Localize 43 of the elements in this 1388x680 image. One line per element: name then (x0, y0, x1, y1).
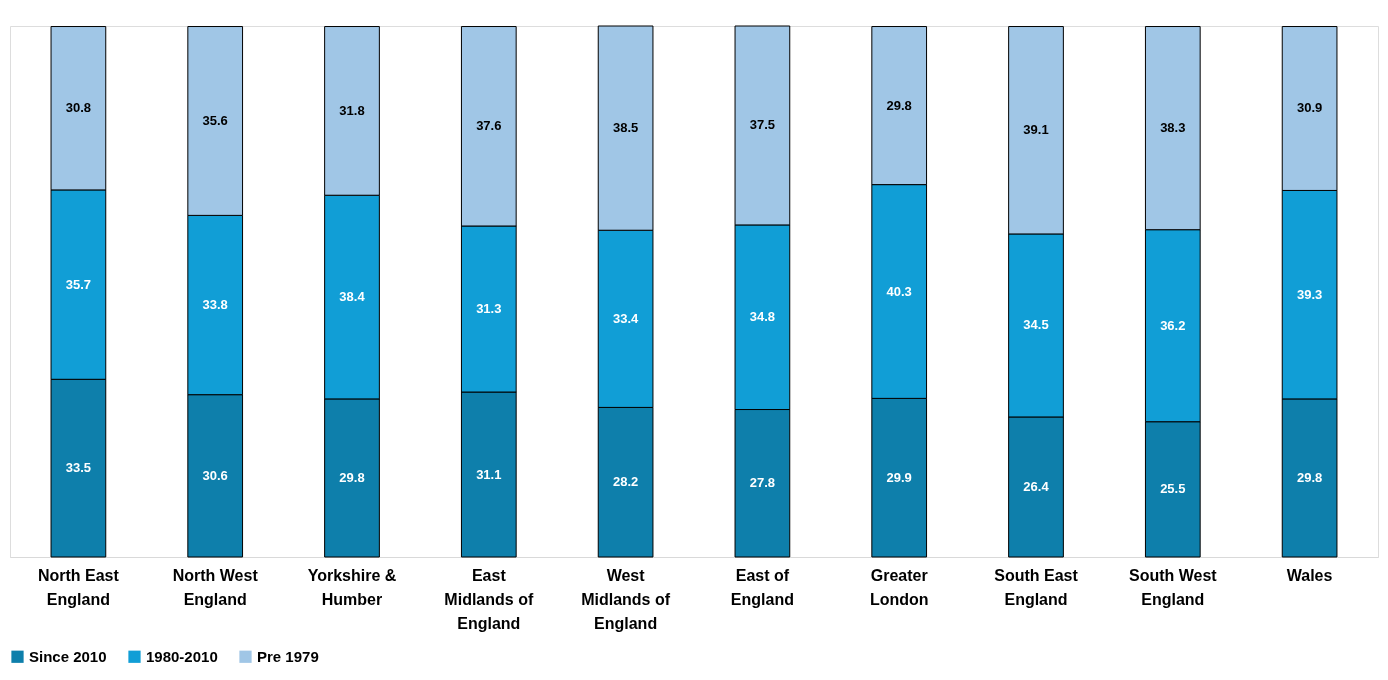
legend-label: Pre 1979 (257, 647, 319, 665)
data-label: 33.8 (202, 297, 228, 313)
data-label: 38.5 (612, 120, 639, 136)
legend-label: 1980-2010 (146, 647, 218, 665)
data-label: 33.5 (65, 460, 92, 476)
data-label: 38.4 (339, 289, 366, 305)
data-label: 39.1 (1023, 122, 1049, 138)
data-label: 37.5 (749, 117, 776, 133)
data-label: 40.3 (886, 283, 912, 299)
x-tick-label: East Midlands of England (444, 566, 534, 632)
data-label: 31.1 (476, 466, 502, 482)
data-label: 28.2 (612, 474, 639, 490)
x-tick-label: North West England (172, 566, 259, 608)
x-tick-label: Yorkshire & Humber (307, 566, 397, 608)
data-label: 39.3 (1296, 286, 1323, 302)
data-label: 30.9 (1296, 100, 1323, 116)
data-label: 33.4 (612, 310, 640, 326)
data-label: 29.8 (339, 469, 365, 485)
data-label: 31.3 (476, 301, 502, 317)
data-label: 36.2 (1160, 317, 1186, 333)
legend-label: Since 2010 (29, 647, 107, 665)
x-tick-label: West Midlands of England (581, 566, 671, 632)
data-label: 34.8 (749, 309, 776, 325)
data-label: 35.7 (65, 276, 92, 292)
x-tick-label: North East England (37, 566, 120, 608)
data-label: 29.9 (886, 469, 912, 485)
data-label: 37.6 (476, 118, 502, 134)
data-label: 26.4 (1023, 478, 1050, 494)
x-tick-label: East of England (730, 566, 794, 608)
data-label: 29.8 (886, 97, 912, 113)
data-label: 27.8 (749, 475, 776, 491)
data-label: 30.6 (202, 467, 228, 483)
data-label: 35.6 (202, 112, 228, 128)
data-label: 29.8 (1296, 469, 1323, 485)
data-label: 34.5 (1023, 317, 1049, 333)
data-label: 25.5 (1160, 481, 1186, 497)
x-tick-label: Greater London (869, 566, 929, 608)
x-tick-label: Wales (1286, 566, 1333, 584)
data-label: 30.8 (65, 100, 92, 116)
x-tick-label: South West England (1128, 566, 1218, 608)
x-tick-label: South East England (994, 566, 1079, 608)
data-label: 31.8 (339, 102, 365, 118)
data-label: 38.3 (1160, 120, 1186, 136)
